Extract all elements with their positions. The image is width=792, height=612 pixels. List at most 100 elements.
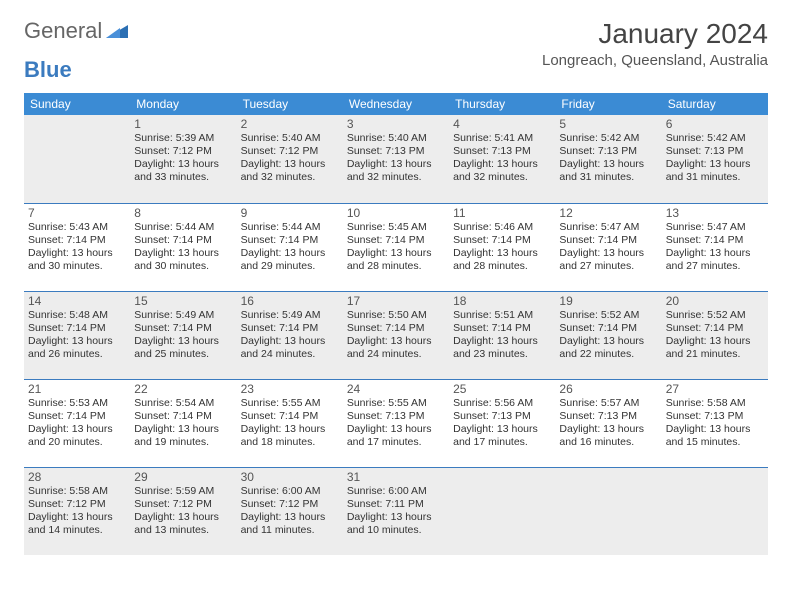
detail-line: Sunrise: 5:40 AM [241, 132, 339, 145]
day-details: Sunrise: 5:58 AMSunset: 7:13 PMDaylight:… [666, 397, 764, 450]
detail-line: and 16 minutes. [559, 436, 657, 449]
calendar-day: 14Sunrise: 5:48 AMSunset: 7:14 PMDayligh… [24, 291, 130, 379]
logo-text-blue: Blue [24, 57, 72, 83]
calendar-day: 26Sunrise: 5:57 AMSunset: 7:13 PMDayligh… [555, 379, 661, 467]
day-details: Sunrise: 5:49 AMSunset: 7:14 PMDaylight:… [134, 309, 232, 362]
detail-line: Sunset: 7:14 PM [134, 322, 232, 335]
day-number: 18 [453, 294, 551, 308]
logo-triangle-icon [106, 18, 128, 44]
detail-line: and 28 minutes. [453, 260, 551, 273]
detail-line: Sunrise: 5:50 AM [347, 309, 445, 322]
calendar-day: 31Sunrise: 6:00 AMSunset: 7:11 PMDayligh… [343, 467, 449, 555]
day-details: Sunrise: 5:43 AMSunset: 7:14 PMDaylight:… [28, 221, 126, 274]
calendar-day: 9Sunrise: 5:44 AMSunset: 7:14 PMDaylight… [237, 203, 343, 291]
detail-line: Sunrise: 5:47 AM [559, 221, 657, 234]
day-details: Sunrise: 5:45 AMSunset: 7:14 PMDaylight:… [347, 221, 445, 274]
day-details: Sunrise: 5:40 AMSunset: 7:13 PMDaylight:… [347, 132, 445, 185]
detail-line: Daylight: 13 hours [241, 511, 339, 524]
day-number: 27 [666, 382, 764, 396]
detail-line: Daylight: 13 hours [134, 423, 232, 436]
location: Longreach, Queensland, Australia [542, 52, 768, 69]
detail-line: Sunrise: 5:40 AM [347, 132, 445, 145]
calendar-day: 11Sunrise: 5:46 AMSunset: 7:14 PMDayligh… [449, 203, 555, 291]
day-details: Sunrise: 5:46 AMSunset: 7:14 PMDaylight:… [453, 221, 551, 274]
day-number: 5 [559, 117, 657, 131]
detail-line: and 27 minutes. [559, 260, 657, 273]
detail-line: Sunset: 7:13 PM [347, 410, 445, 423]
detail-line: Daylight: 13 hours [241, 158, 339, 171]
detail-line: Sunset: 7:14 PM [347, 322, 445, 335]
day-number: 29 [134, 470, 232, 484]
weekday-header: Wednesday [343, 93, 449, 115]
detail-line: Daylight: 13 hours [134, 158, 232, 171]
detail-line: and 32 minutes. [347, 171, 445, 184]
day-number: 6 [666, 117, 764, 131]
detail-line: Daylight: 13 hours [28, 511, 126, 524]
detail-line: Sunset: 7:13 PM [559, 410, 657, 423]
detail-line: Sunrise: 5:42 AM [666, 132, 764, 145]
detail-line: Daylight: 13 hours [666, 335, 764, 348]
calendar-empty [662, 467, 768, 555]
detail-line: Sunrise: 5:54 AM [134, 397, 232, 410]
day-details: Sunrise: 6:00 AMSunset: 7:11 PMDaylight:… [347, 485, 445, 538]
detail-line: Daylight: 13 hours [28, 423, 126, 436]
day-details: Sunrise: 5:44 AMSunset: 7:14 PMDaylight:… [241, 221, 339, 274]
detail-line: Sunset: 7:14 PM [28, 410, 126, 423]
detail-line: and 11 minutes. [241, 524, 339, 537]
day-number: 14 [28, 294, 126, 308]
day-details: Sunrise: 5:49 AMSunset: 7:14 PMDaylight:… [241, 309, 339, 362]
detail-line: Daylight: 13 hours [347, 335, 445, 348]
calendar-day: 6Sunrise: 5:42 AMSunset: 7:13 PMDaylight… [662, 115, 768, 203]
detail-line: Daylight: 13 hours [134, 335, 232, 348]
calendar-day: 22Sunrise: 5:54 AMSunset: 7:14 PMDayligh… [130, 379, 236, 467]
detail-line: and 24 minutes. [241, 348, 339, 361]
weekday-header: Friday [555, 93, 661, 115]
detail-line: and 10 minutes. [347, 524, 445, 537]
detail-line: Sunrise: 5:43 AM [28, 221, 126, 234]
detail-line: Sunrise: 5:49 AM [134, 309, 232, 322]
calendar-day: 13Sunrise: 5:47 AMSunset: 7:14 PMDayligh… [662, 203, 768, 291]
detail-line: and 32 minutes. [241, 171, 339, 184]
detail-line: Sunset: 7:14 PM [134, 410, 232, 423]
detail-line: Sunrise: 5:51 AM [453, 309, 551, 322]
day-number: 17 [347, 294, 445, 308]
detail-line: Sunrise: 5:56 AM [453, 397, 551, 410]
day-details: Sunrise: 5:56 AMSunset: 7:13 PMDaylight:… [453, 397, 551, 450]
detail-line: and 26 minutes. [28, 348, 126, 361]
calendar-day: 5Sunrise: 5:42 AMSunset: 7:13 PMDaylight… [555, 115, 661, 203]
calendar-empty [449, 467, 555, 555]
detail-line: and 19 minutes. [134, 436, 232, 449]
detail-line: Daylight: 13 hours [453, 335, 551, 348]
title-block: January 2024 Longreach, Queensland, Aust… [542, 18, 768, 75]
calendar-day: 27Sunrise: 5:58 AMSunset: 7:13 PMDayligh… [662, 379, 768, 467]
detail-line: Sunrise: 5:44 AM [134, 221, 232, 234]
calendar-day: 10Sunrise: 5:45 AMSunset: 7:14 PMDayligh… [343, 203, 449, 291]
day-number: 3 [347, 117, 445, 131]
weekday-header: Sunday [24, 93, 130, 115]
detail-line: Sunset: 7:13 PM [666, 145, 764, 158]
day-number: 1 [134, 117, 232, 131]
detail-line: Sunrise: 5:47 AM [666, 221, 764, 234]
calendar-body: 1Sunrise: 5:39 AMSunset: 7:12 PMDaylight… [24, 115, 768, 555]
detail-line: Daylight: 13 hours [134, 247, 232, 260]
weekday-header: Tuesday [237, 93, 343, 115]
day-number: 20 [666, 294, 764, 308]
detail-line: Sunrise: 5:52 AM [559, 309, 657, 322]
detail-line: Sunrise: 5:41 AM [453, 132, 551, 145]
day-number: 21 [28, 382, 126, 396]
day-number: 4 [453, 117, 551, 131]
detail-line: Daylight: 13 hours [347, 158, 445, 171]
calendar-day: 24Sunrise: 5:55 AMSunset: 7:13 PMDayligh… [343, 379, 449, 467]
day-details: Sunrise: 5:52 AMSunset: 7:14 PMDaylight:… [666, 309, 764, 362]
detail-line: Sunrise: 5:44 AM [241, 221, 339, 234]
detail-line: and 20 minutes. [28, 436, 126, 449]
day-number: 10 [347, 206, 445, 220]
logo-text-general: General [24, 18, 102, 44]
detail-line: Daylight: 13 hours [559, 335, 657, 348]
day-details: Sunrise: 5:42 AMSunset: 7:13 PMDaylight:… [559, 132, 657, 185]
calendar-day: 28Sunrise: 5:58 AMSunset: 7:12 PMDayligh… [24, 467, 130, 555]
detail-line: Sunrise: 5:55 AM [241, 397, 339, 410]
detail-line: Sunset: 7:12 PM [28, 498, 126, 511]
detail-line: Sunrise: 5:45 AM [347, 221, 445, 234]
day-number: 19 [559, 294, 657, 308]
